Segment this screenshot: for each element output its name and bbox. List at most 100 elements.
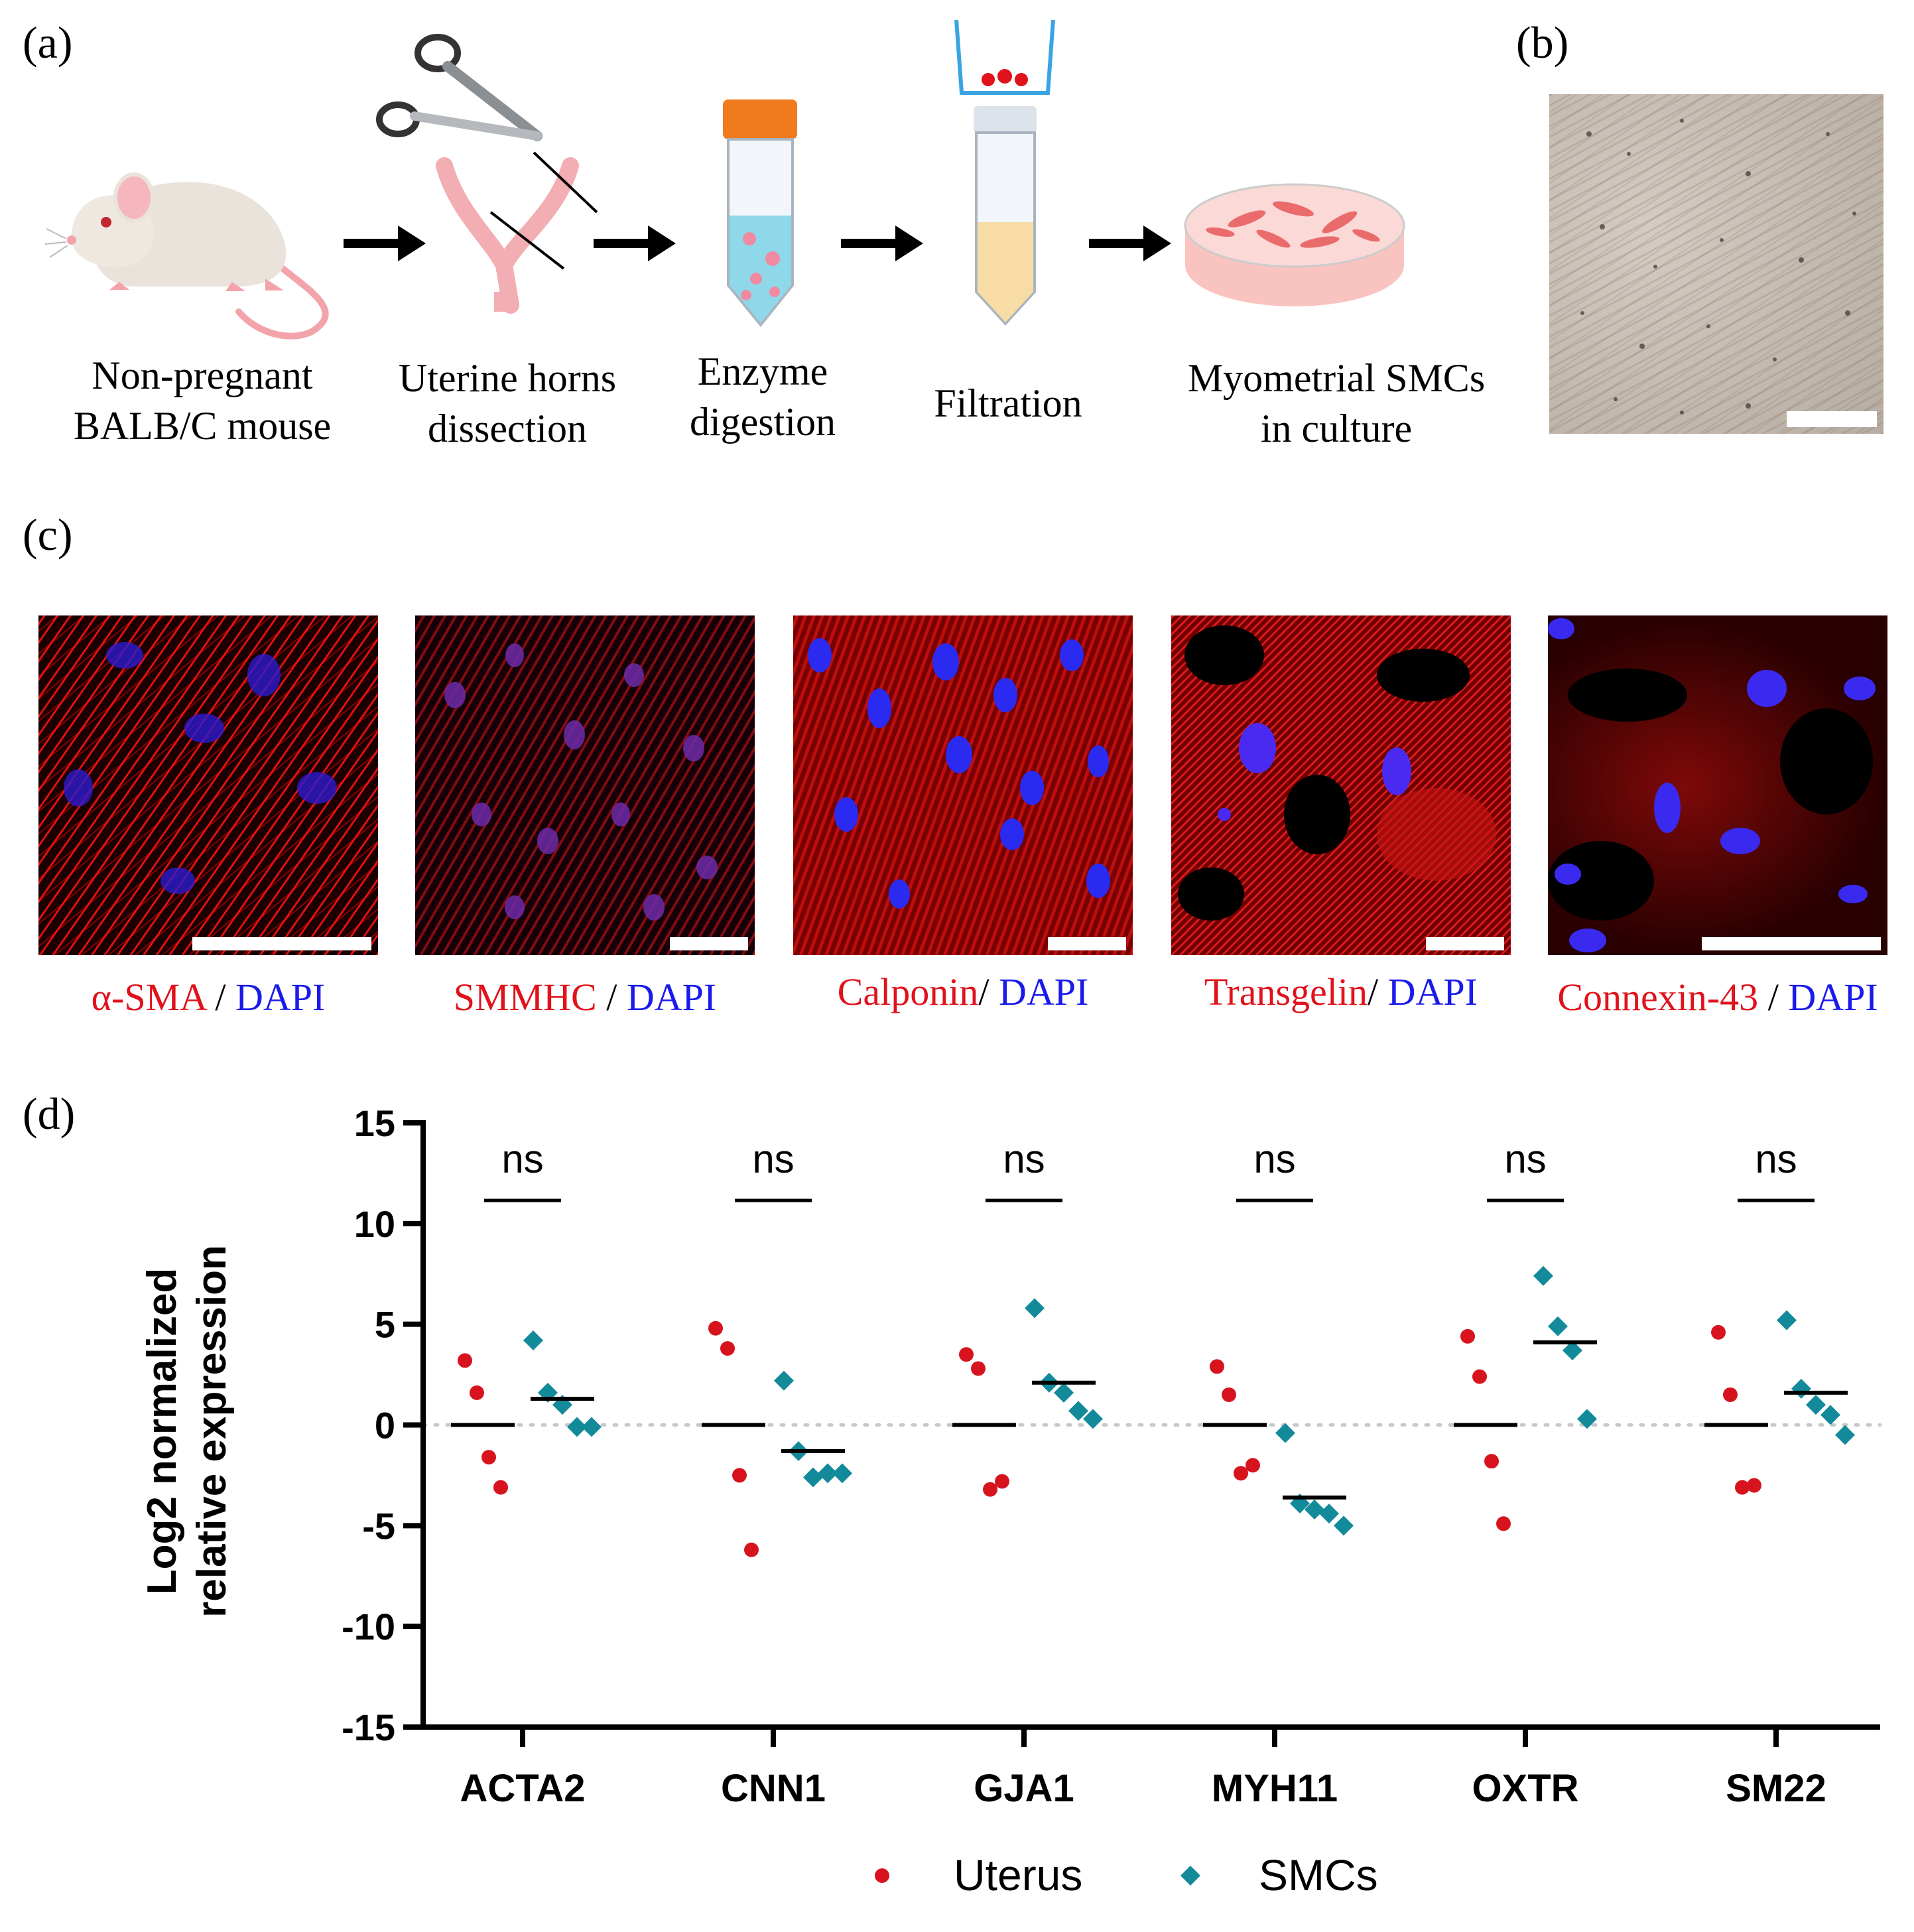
data-point-uterus [959, 1347, 974, 1362]
data-point-smcs [1025, 1298, 1045, 1319]
marker-name: α-SMA [91, 976, 206, 1019]
data-point-uterus [470, 1385, 484, 1400]
stain-label-alpha-sma: α-SMA / DAPI [91, 976, 326, 1019]
panel-label-d: (d) [23, 1088, 76, 1139]
data-point-smcs [1533, 1265, 1553, 1286]
data-point-smcs [803, 1467, 823, 1488]
significance-label: ns [1003, 1137, 1045, 1181]
data-point-uterus [1496, 1516, 1511, 1531]
brightfield-micrograph [1549, 94, 1883, 434]
data-point-uterus [732, 1468, 747, 1483]
y-tick-label: -5 [362, 1505, 395, 1547]
stain-label-calponin: Calponin/ DAPI [837, 970, 1089, 1013]
x-tick-label: MYH11 [1212, 1767, 1338, 1810]
data-point-smcs [1806, 1395, 1826, 1415]
x-tick-label: GJA1 [974, 1767, 1074, 1810]
x-tick-label: SM22 [1726, 1767, 1826, 1810]
scale-bar [1426, 937, 1504, 950]
expression-chart: Log2 normalized relative expression 15 10… [139, 1102, 1882, 1900]
step-label-digestion: Enzyme digestion [690, 350, 836, 444]
panel-label-b: (b) [1516, 17, 1569, 68]
dapi-name: DAPI [235, 976, 326, 1019]
significance-label: ns [1504, 1137, 1546, 1181]
data-point-smcs [1275, 1423, 1295, 1443]
filtration-tube-icon [954, 19, 1055, 326]
data-point-smcs [523, 1330, 543, 1350]
data-point-smcs [832, 1463, 852, 1484]
data-point-uterus [458, 1353, 472, 1368]
data-point-smcs [1068, 1401, 1088, 1421]
data-point-smcs [1835, 1425, 1855, 1445]
stain-label-smmhc: SMMHC / DAPI [453, 976, 717, 1019]
micrograph-alpha-sma [38, 615, 378, 955]
x-tick-label: CNN1 [721, 1767, 826, 1810]
data-point-smcs [1777, 1310, 1797, 1330]
arrow-icon [1089, 225, 1171, 261]
data-point-smcs [582, 1417, 602, 1437]
data-point-uterus [995, 1474, 1009, 1489]
data-point-smcs [1334, 1515, 1354, 1536]
significance-label: ns [1253, 1137, 1295, 1181]
workflow-illustration [44, 19, 1405, 340]
scale-bar [670, 937, 748, 950]
dapi-name: DAPI [1788, 976, 1878, 1019]
data-point-uterus [1484, 1454, 1499, 1469]
significance-label: ns [1755, 1137, 1797, 1181]
scale-bar [1048, 937, 1126, 950]
digestion-tube-icon [723, 99, 797, 328]
data-point-uterus [971, 1361, 986, 1376]
stain-label-transgelin: Transgelin/ DAPI [1204, 970, 1478, 1013]
scale-bar [1787, 411, 1877, 427]
data-point-smcs [1820, 1405, 1840, 1425]
marker-name: Connexin-43 [1557, 976, 1759, 1019]
data-point-uterus [1711, 1324, 1726, 1340]
legend-marker-uterus [875, 1868, 889, 1883]
legend-label-smcs: SMCs [1259, 1850, 1378, 1900]
arrow-icon [841, 225, 923, 261]
y-tick-label: 15 [354, 1102, 395, 1144]
data-point-smcs [1548, 1316, 1568, 1336]
data-point-smcs [1791, 1378, 1811, 1399]
data-point-smcs [818, 1463, 838, 1484]
data-point-smcs [1054, 1382, 1074, 1403]
mouse-icon [44, 172, 329, 340]
data-point-smcs [1319, 1504, 1339, 1524]
stain-label-connexin-43: Connexin-43 / DAPI [1557, 976, 1878, 1019]
y-axis-label-line2: relative expression [189, 1245, 235, 1618]
petri-dish-icon [1184, 183, 1405, 306]
data-point-smcs [774, 1370, 794, 1391]
step-label-filtration: Filtration [934, 381, 1082, 425]
data-point-uterus [708, 1320, 723, 1336]
data-point-smcs [1305, 1500, 1324, 1520]
micrograph-calponin [793, 615, 1133, 955]
data-point-uterus [493, 1480, 508, 1495]
y-tick-label: 0 [375, 1405, 395, 1447]
y-tick-label: -15 [342, 1707, 395, 1748]
data-point-smcs [1563, 1340, 1582, 1361]
data-point-uterus [481, 1450, 496, 1465]
step-label-culture: Myometrial SMCs in culture [1187, 356, 1486, 450]
arrow-icon [344, 225, 426, 261]
data-point-uterus [1222, 1387, 1236, 1402]
significance-label: ns [501, 1137, 543, 1181]
y-axis-label-line1: Log2 normalized [139, 1268, 185, 1595]
y-tick-label: -10 [342, 1606, 395, 1647]
micrograph-smmhc [415, 615, 755, 955]
data-point-uterus [1723, 1387, 1738, 1402]
marker-name: Calponin [837, 970, 979, 1013]
data-point-smcs [567, 1417, 587, 1437]
arrow-icon [594, 225, 676, 261]
data-point-uterus [1234, 1466, 1248, 1481]
y-tick-label: 10 [354, 1203, 395, 1245]
data-point-smcs [1577, 1409, 1597, 1429]
scale-bar [192, 937, 371, 950]
x-tick-label: OXTR [1472, 1767, 1578, 1810]
data-point-uterus [1245, 1458, 1260, 1473]
panel-label-c: (c) [23, 509, 73, 560]
data-point-uterus [1747, 1478, 1761, 1493]
step-label-dissection: Uterine horns dissection [398, 356, 617, 450]
scissors-icon [376, 34, 542, 141]
data-point-uterus [744, 1542, 759, 1557]
marker-name: SMMHC [453, 976, 597, 1019]
x-tick-label: ACTA2 [460, 1767, 585, 1810]
